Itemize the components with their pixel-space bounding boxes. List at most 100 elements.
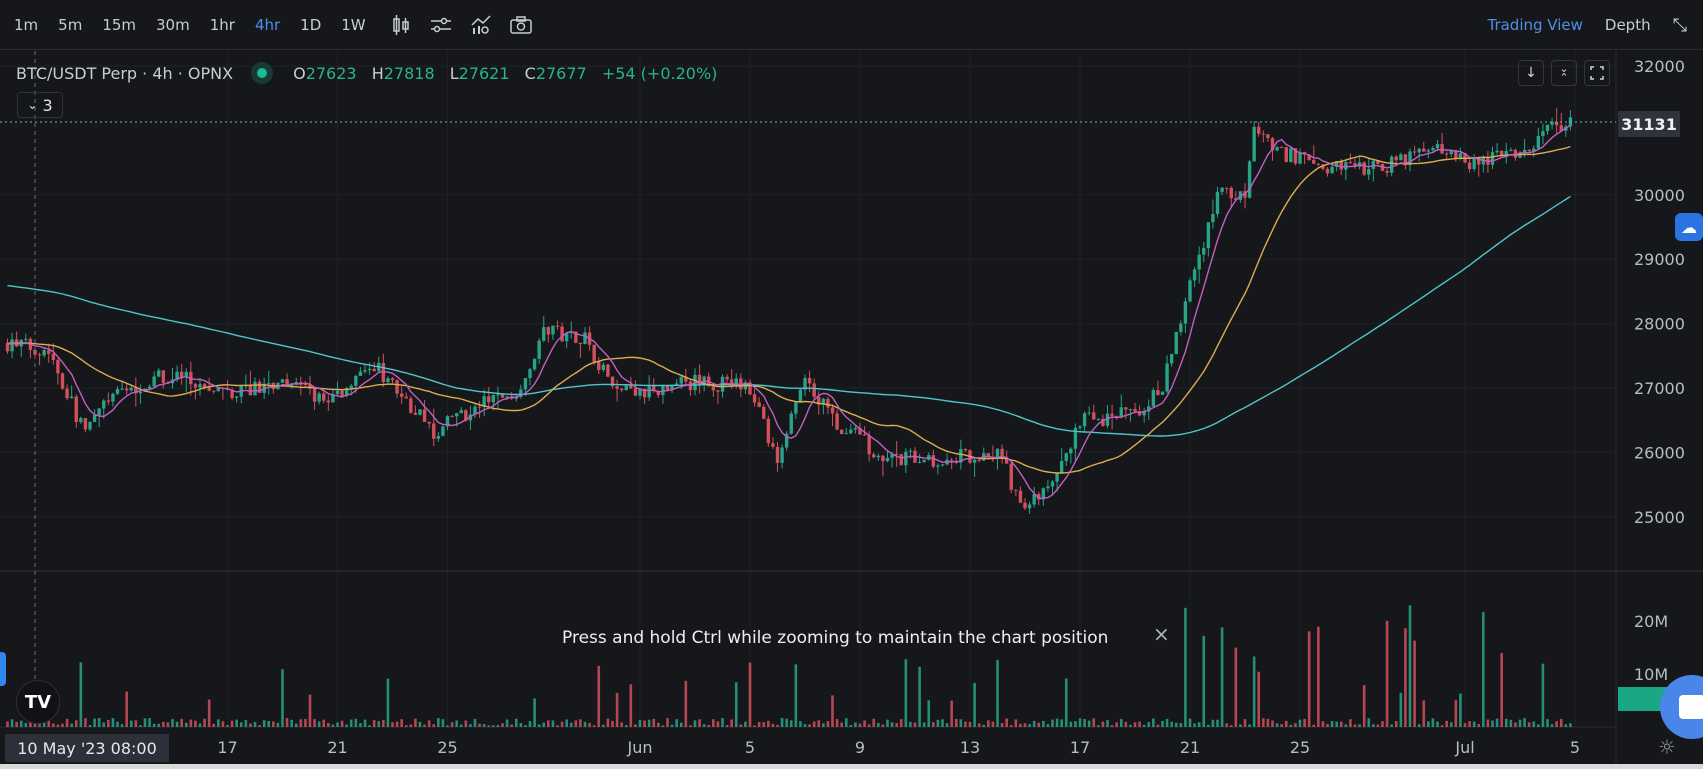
volume-bar (730, 719, 733, 727)
candle-body (253, 381, 257, 396)
auto-scale-icon[interactable]: ⌄ ⌃ (1551, 60, 1577, 86)
volume-bar (340, 720, 344, 727)
volume-bar (120, 724, 124, 727)
fullscreen-icon[interactable] (1584, 60, 1610, 86)
volume-bar (226, 725, 229, 727)
volume-bar (950, 700, 953, 727)
candle-body (803, 378, 807, 390)
candle-body (487, 396, 491, 403)
volume-bar (1000, 723, 1004, 727)
volume-bar (1019, 723, 1022, 727)
candle-body (1114, 415, 1119, 418)
candle-body (936, 465, 940, 467)
volume-bar (162, 721, 165, 727)
volume-bar (349, 719, 353, 727)
candle-body (1458, 153, 1463, 159)
volume-bar (1087, 720, 1091, 727)
volume-bar (414, 718, 417, 727)
volume-bar (446, 725, 449, 727)
candle-body (986, 453, 991, 458)
candle-body (79, 418, 83, 423)
tab-trading-view[interactable]: Trading View (1487, 16, 1583, 34)
volume-bar (198, 723, 202, 727)
candle-body (1046, 486, 1050, 489)
volume-bar (982, 724, 986, 727)
volume-bar (1445, 720, 1448, 727)
candle-body (812, 383, 816, 397)
volume-bar (1422, 700, 1426, 727)
candle-body (1202, 248, 1206, 255)
collapse-icon[interactable]: ⤡ (1672, 14, 1687, 36)
timeframe-4hr[interactable]: 4hr (254, 15, 281, 34)
candle-body (1041, 488, 1046, 500)
timeframe-1d[interactable]: 1D (300, 15, 322, 34)
side-panel-tab[interactable] (0, 652, 6, 686)
candle-body (5, 342, 10, 352)
volume-bar (698, 719, 701, 727)
volume-bar (1362, 685, 1366, 727)
volume-bar (510, 724, 513, 727)
volume-bar (6, 721, 9, 727)
date-tick-label: 5 (1570, 738, 1580, 757)
scroll-to-latest-icon[interactable]: ↓ (1518, 60, 1544, 86)
candle-body (839, 429, 844, 435)
volume-bar (24, 722, 28, 727)
volume-bar (1165, 718, 1169, 727)
indicator-settings-icon[interactable] (430, 14, 452, 36)
volume-bar (854, 722, 857, 727)
candle-body (147, 386, 152, 389)
volume-bar (565, 719, 568, 727)
volume-bar (505, 719, 509, 727)
camera-icon[interactable] (509, 14, 532, 36)
timeframe-15m[interactable]: 15m (102, 15, 137, 34)
settings-gear-icon[interactable]: ☼ (1658, 735, 1676, 759)
indicators-icon[interactable] (470, 14, 492, 36)
candle-body (1082, 413, 1087, 427)
volume-bar (478, 723, 481, 727)
volume-bar (895, 722, 898, 727)
candle-body (688, 381, 693, 391)
candle-body (372, 368, 376, 372)
timeframe-30m[interactable]: 30m (156, 15, 190, 34)
candle-body (120, 388, 124, 390)
ai-assistant-icon[interactable]: ☁ (1675, 213, 1703, 241)
tradingview-logo-icon[interactable]: TV (16, 680, 60, 724)
volume-bar (322, 719, 326, 727)
candle-body (124, 388, 129, 391)
volume-bar (858, 723, 862, 727)
candle-body (523, 378, 528, 390)
price-tick-label: 26000 (1634, 443, 1685, 462)
candle-body (1014, 489, 1018, 491)
close-icon[interactable]: × (1153, 622, 1170, 646)
candle-body (1399, 154, 1403, 161)
footer-strip (0, 764, 1703, 769)
high-label: H (371, 63, 384, 83)
candle-type-icon[interactable] (390, 14, 412, 36)
candle-body (491, 394, 496, 403)
candle-body (752, 394, 757, 403)
candle-body (867, 435, 871, 455)
price-chart[interactable]: 25000 26000 27000 28000 29000 30000 32000 10M 20… (0, 51, 1703, 766)
candle-body (1220, 187, 1224, 192)
timeframe-1w[interactable]: 1W (341, 15, 366, 34)
candle-body (248, 385, 253, 396)
timeframe-1m[interactable]: 1m (14, 15, 39, 34)
candle-body (532, 358, 537, 370)
candle-body (134, 387, 138, 394)
timeframe-5m[interactable]: 5m (58, 15, 83, 34)
timeframe-1hr[interactable]: 1hr (209, 15, 235, 34)
chat-support-button[interactable] (1660, 675, 1703, 739)
volume-bar (689, 725, 692, 727)
tab-depth[interactable]: Depth (1604, 16, 1651, 34)
indicators-toggle[interactable]: ⌄ 3 (17, 92, 63, 118)
volume-bar (1555, 721, 1558, 727)
volume-bar (684, 680, 688, 727)
candle-body (69, 396, 74, 399)
volume-bar (1454, 700, 1458, 727)
volume-bar (1486, 719, 1490, 727)
volume-bar (38, 721, 41, 727)
candle-body (876, 455, 881, 458)
candle-body (202, 384, 207, 388)
candle-body (1403, 154, 1408, 166)
volume-bar (1005, 718, 1008, 727)
